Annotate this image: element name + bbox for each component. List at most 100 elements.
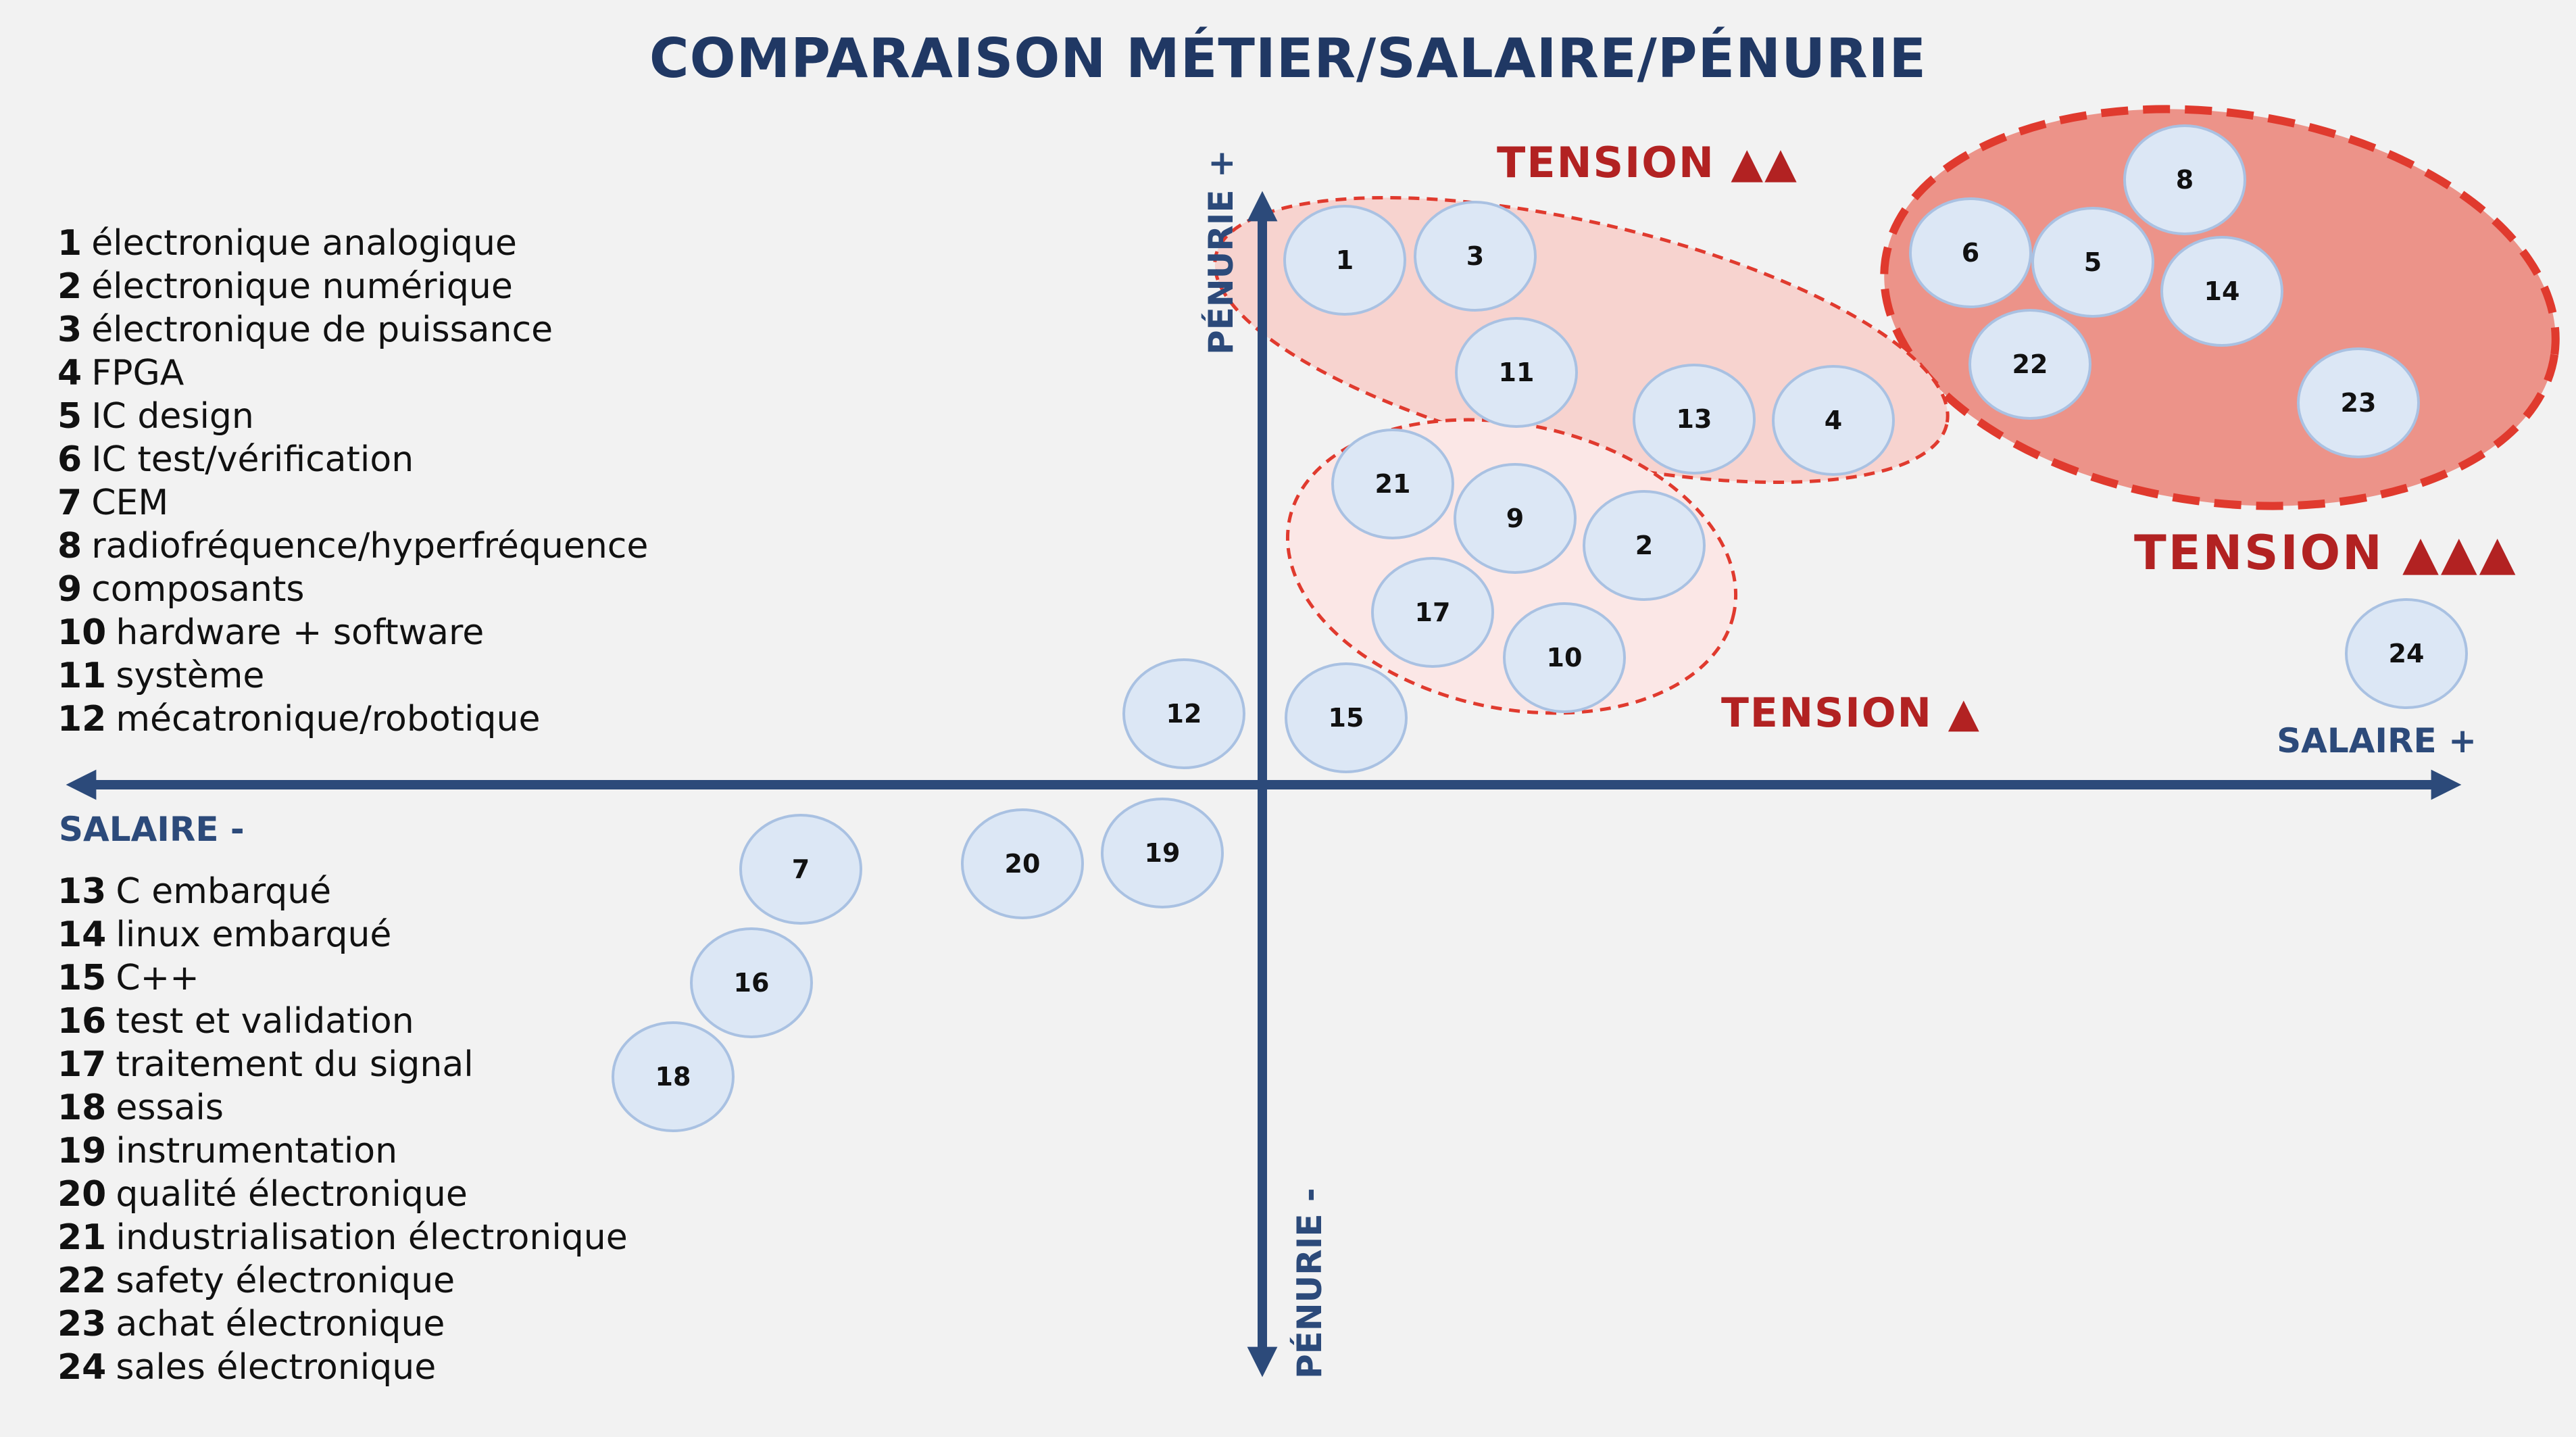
legend-item: 5 IC design <box>57 395 648 438</box>
bubble-circle <box>1454 463 1577 574</box>
legend-item-number: 18 <box>57 1088 107 1128</box>
legend-item: 14 linux embarqué <box>57 913 628 956</box>
axis-label-y-minus: PÉNURIE - <box>1289 1188 1329 1379</box>
legend-item-label: C embarqué <box>116 871 332 912</box>
legend-item-label: IC test/vérification <box>91 439 414 480</box>
legend-item-number: 10 <box>57 612 107 653</box>
legend-item-number: 14 <box>57 915 107 955</box>
bubble-circle <box>1283 205 1406 316</box>
legend-item: 13 C embarqué <box>57 870 628 913</box>
legend-item-number: 5 <box>57 396 82 437</box>
legend-item: 1 électronique analogique <box>57 222 648 265</box>
bubble-number: 15 <box>1329 703 1364 733</box>
axis-label-x-minus: SALAIRE - <box>59 810 245 849</box>
job-bubble-10: 10 <box>1503 602 1626 713</box>
legend-item: 21 industrialisation électronique <box>57 1216 628 1259</box>
legend-item-label: CEM <box>91 483 169 523</box>
job-bubble-9: 9 <box>1454 463 1577 574</box>
legend-item: 4 FPGA <box>57 351 648 395</box>
bubble-number: 17 <box>1415 598 1451 627</box>
job-bubble-5: 5 <box>2031 207 2154 318</box>
legend-item: 6 IC test/vérification <box>57 438 648 481</box>
bubble-number: 11 <box>1499 358 1535 387</box>
bubble-number: 10 <box>1547 643 1583 673</box>
job-bubble-22: 22 <box>1968 309 2091 420</box>
bubble-circle <box>1909 197 2032 308</box>
bubble-number: 5 <box>2084 247 2102 277</box>
legend-item-label: IC design <box>91 396 254 437</box>
tension-label-mid: TENSION ▲▲ <box>1497 138 1798 187</box>
bubble-circle <box>2297 347 2420 458</box>
legend-item-number: 20 <box>57 1174 107 1215</box>
legend-item-number: 23 <box>57 1304 107 1344</box>
legend-item-label: test et validation <box>116 1001 414 1042</box>
bubble-number: 21 <box>1375 469 1411 499</box>
legend-item-number: 24 <box>57 1347 107 1388</box>
bubble-number: 12 <box>1166 699 1202 729</box>
job-bubble-18: 18 <box>612 1021 735 1132</box>
legend-item-label: industrialisation électronique <box>116 1217 628 1258</box>
job-bubble-2: 2 <box>1583 490 1706 601</box>
legend-item-label: sales électronique <box>116 1347 437 1388</box>
bubble-number: 7 <box>792 854 810 884</box>
legend-item-label: C++ <box>116 958 199 998</box>
bubble-circle <box>2123 124 2246 235</box>
legend-item-label: radiofréquence/hyperfréquence <box>91 526 649 566</box>
job-bubble-14: 14 <box>2160 236 2283 347</box>
job-bubble-15: 15 <box>1285 662 1408 773</box>
bubble-number: 2 <box>1635 531 1653 560</box>
legend-item: 9 composants <box>57 568 648 611</box>
bubble-number: 3 <box>1466 241 1484 271</box>
bubble-number: 14 <box>2204 276 2240 306</box>
job-bubble-6: 6 <box>1909 197 2032 308</box>
bubble-number: 1 <box>1336 245 1354 275</box>
job-bubble-23: 23 <box>2297 347 2420 458</box>
legend-item: 11 système <box>57 654 648 698</box>
bubble-number: 13 <box>1677 404 1712 434</box>
bubble-number: 6 <box>1962 238 1979 268</box>
bubble-number: 4 <box>1825 406 1842 435</box>
legend-item-label: achat électronique <box>116 1304 445 1344</box>
job-bubble-8: 8 <box>2123 124 2246 235</box>
legend-item: 23 achat électronique <box>57 1302 628 1346</box>
legend-list-bottom: 13 C embarqué 14 linux embarqué 15 C++ 16 test … <box>57 870 628 1389</box>
legend-item: 24 sales électronique <box>57 1346 628 1389</box>
bubble-circle <box>1371 557 1494 668</box>
legend-item-label: FPGA <box>91 353 184 393</box>
bubble-circle <box>1285 662 1408 773</box>
legend-item-label: composants <box>91 569 305 610</box>
legend-item-number: 6 <box>57 439 82 480</box>
legend-item-number: 17 <box>57 1044 107 1085</box>
legend-item-label: instrumentation <box>116 1131 398 1171</box>
legend-item-label: qualité électronique <box>116 1174 468 1215</box>
legend-item: 10 hardware + software <box>57 611 648 654</box>
job-bubble-1: 1 <box>1283 205 1406 316</box>
legend-item-number: 21 <box>57 1217 107 1258</box>
bubble-circle <box>2160 236 2283 347</box>
job-bubble-19: 19 <box>1101 798 1224 908</box>
legend-item-label: hardware + software <box>116 612 485 653</box>
legend-item-number: 7 <box>57 483 82 523</box>
bubble-circle <box>1122 658 1245 769</box>
bubble-circle <box>612 1021 735 1132</box>
bubble-circle <box>1455 317 1578 428</box>
legend-item: 3 électronique de puissance <box>57 308 648 351</box>
axis-label-x-plus: SALAIRE + <box>2277 721 2477 760</box>
bubble-number: 8 <box>2176 165 2194 195</box>
bubble-circle <box>1772 365 1895 476</box>
legend-item-label: essais <box>116 1088 224 1128</box>
bubble-circle <box>1633 364 1756 474</box>
legend-item: 15 C++ <box>57 956 628 1000</box>
bubble-circle <box>1968 309 2091 420</box>
tension-label-low: TENSION ▲ <box>1721 689 1981 737</box>
legend-item-label: safety électronique <box>116 1261 455 1301</box>
bubble-number: 23 <box>2341 388 2377 418</box>
legend-item-number: 13 <box>57 871 107 912</box>
legend-item: 12 mécatronique/robotique <box>57 698 648 741</box>
bubble-circle <box>1101 798 1224 908</box>
legend-item-number: 9 <box>57 569 82 610</box>
legend-item-number: 4 <box>57 353 82 393</box>
job-bubble-17: 17 <box>1371 557 1494 668</box>
bubble-number: 20 <box>1005 849 1041 879</box>
legend-item: 22 safety électronique <box>57 1259 628 1302</box>
